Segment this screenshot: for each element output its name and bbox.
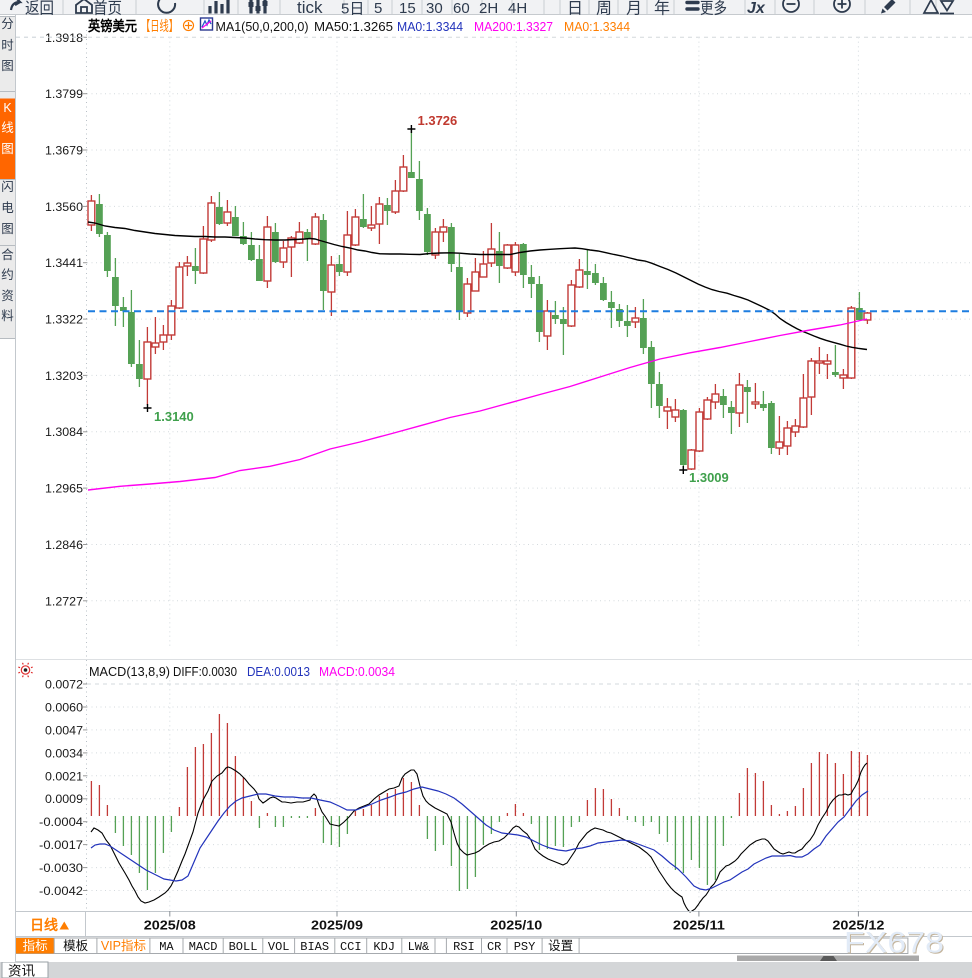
svg-text:1.3441: 1.3441 xyxy=(45,256,83,270)
svg-text:设置: 设置 xyxy=(548,938,573,953)
svg-text:图: 图 xyxy=(1,142,14,156)
svg-text:1.3203: 1.3203 xyxy=(45,369,83,383)
svg-text:1.3084: 1.3084 xyxy=(45,425,83,439)
svg-text:60: 60 xyxy=(453,0,470,17)
svg-text:5日: 5日 xyxy=(341,1,364,18)
svg-text:2025/11: 2025/11 xyxy=(673,918,725,933)
svg-text:1.3799: 1.3799 xyxy=(45,87,83,101)
svg-text:30: 30 xyxy=(426,0,443,17)
svg-text:DIFF:0.0030: DIFF:0.0030 xyxy=(173,664,237,679)
svg-text:4H: 4H xyxy=(508,0,527,17)
svg-text:0.0060: 0.0060 xyxy=(45,701,83,715)
svg-text:1.2965: 1.2965 xyxy=(45,482,83,496)
svg-text:合: 合 xyxy=(1,247,14,262)
svg-text:MACD:0.0034: MACD:0.0034 xyxy=(319,664,395,679)
svg-text:MA200:1.3327: MA200:1.3327 xyxy=(474,19,553,34)
svg-text:DEA:0.0013: DEA:0.0013 xyxy=(247,664,310,679)
svg-text:【日线】: 【日线】 xyxy=(141,18,178,34)
svg-text:15: 15 xyxy=(399,0,416,17)
svg-text:月: 月 xyxy=(626,1,642,18)
svg-text:资讯: 资讯 xyxy=(8,964,35,978)
svg-text:CR: CR xyxy=(487,940,501,954)
svg-text:K: K xyxy=(3,101,12,115)
svg-text:1.3726: 1.3726 xyxy=(418,113,458,128)
svg-text:1.2727: 1.2727 xyxy=(45,594,83,608)
svg-text:年: 年 xyxy=(654,0,670,18)
svg-text:2025/12: 2025/12 xyxy=(832,918,884,933)
svg-text:MA1(50,0,200,0): MA1(50,0,200,0) xyxy=(216,19,309,34)
svg-text:1.2846: 1.2846 xyxy=(45,538,83,552)
svg-text:FX678: FX678 xyxy=(845,928,945,961)
svg-text:1.3009: 1.3009 xyxy=(689,470,729,485)
svg-text:KDJ: KDJ xyxy=(373,940,395,954)
svg-text:5: 5 xyxy=(374,0,382,17)
svg-text:FX678: FX678 xyxy=(844,927,944,960)
svg-text:VOL: VOL xyxy=(268,940,290,954)
svg-text:电: 电 xyxy=(1,201,14,215)
svg-text:2025/10: 2025/10 xyxy=(490,918,542,933)
svg-text:0.0072: 0.0072 xyxy=(45,678,83,692)
svg-text:0.0047: 0.0047 xyxy=(45,723,83,737)
svg-text:MA0:1.3344: MA0:1.3344 xyxy=(564,19,630,34)
svg-text:日线: 日线 xyxy=(30,917,58,933)
svg-text:CCI: CCI xyxy=(340,940,362,954)
svg-text:分: 分 xyxy=(1,17,14,31)
svg-text:0.0009: 0.0009 xyxy=(45,792,83,806)
svg-text:PSY: PSY xyxy=(514,940,536,954)
svg-text:图: 图 xyxy=(1,222,14,236)
svg-text:闪: 闪 xyxy=(1,180,14,194)
svg-text:-0.0004: -0.0004 xyxy=(39,815,83,829)
svg-text:LW&: LW& xyxy=(408,940,430,954)
svg-text:日: 日 xyxy=(567,1,583,18)
svg-text:BIAS: BIAS xyxy=(300,940,329,954)
svg-text:1.3140: 1.3140 xyxy=(154,409,194,424)
svg-text:更多: 更多 xyxy=(700,0,727,18)
svg-text:2025/09: 2025/09 xyxy=(311,918,363,933)
svg-text:资: 资 xyxy=(1,289,14,303)
svg-text:线: 线 xyxy=(1,121,14,135)
svg-text:0.0034: 0.0034 xyxy=(45,746,83,760)
svg-text:tick: tick xyxy=(297,0,323,17)
svg-text:MACD(13,8,9): MACD(13,8,9) xyxy=(89,664,170,679)
svg-text:时: 时 xyxy=(1,39,14,53)
svg-text:0.0021: 0.0021 xyxy=(45,769,83,783)
svg-text:返回: 返回 xyxy=(25,0,54,18)
svg-text:1.3679: 1.3679 xyxy=(45,144,83,158)
svg-text:1.3560: 1.3560 xyxy=(45,200,83,214)
svg-text:2H: 2H xyxy=(479,0,498,17)
svg-text:图: 图 xyxy=(1,59,14,73)
svg-text:料: 料 xyxy=(1,309,14,323)
svg-text:2025/08: 2025/08 xyxy=(144,918,196,933)
svg-text:-0.0017: -0.0017 xyxy=(39,838,83,852)
svg-text:Jx: Jx xyxy=(747,0,766,17)
svg-text:模板: 模板 xyxy=(63,939,89,953)
svg-text:VIP指标: VIP指标 xyxy=(101,938,146,953)
svg-text:英镑美元: 英镑美元 xyxy=(87,18,137,34)
svg-text:首页: 首页 xyxy=(93,0,122,18)
svg-text:周: 周 xyxy=(596,1,612,18)
svg-text:MACD: MACD xyxy=(189,940,218,954)
svg-text:MA0:1.3344: MA0:1.3344 xyxy=(397,19,463,34)
svg-text:-0.0042: -0.0042 xyxy=(39,884,83,898)
svg-text:MA50:1.3265: MA50:1.3265 xyxy=(314,19,393,34)
svg-text:1.3322: 1.3322 xyxy=(45,313,83,327)
svg-text:-0.0030: -0.0030 xyxy=(39,861,83,875)
svg-text:MA: MA xyxy=(159,940,174,954)
svg-text:约: 约 xyxy=(1,267,14,282)
svg-text:指标: 指标 xyxy=(23,938,48,953)
svg-text:BOLL: BOLL xyxy=(229,940,258,954)
svg-text:RSI: RSI xyxy=(453,940,475,954)
